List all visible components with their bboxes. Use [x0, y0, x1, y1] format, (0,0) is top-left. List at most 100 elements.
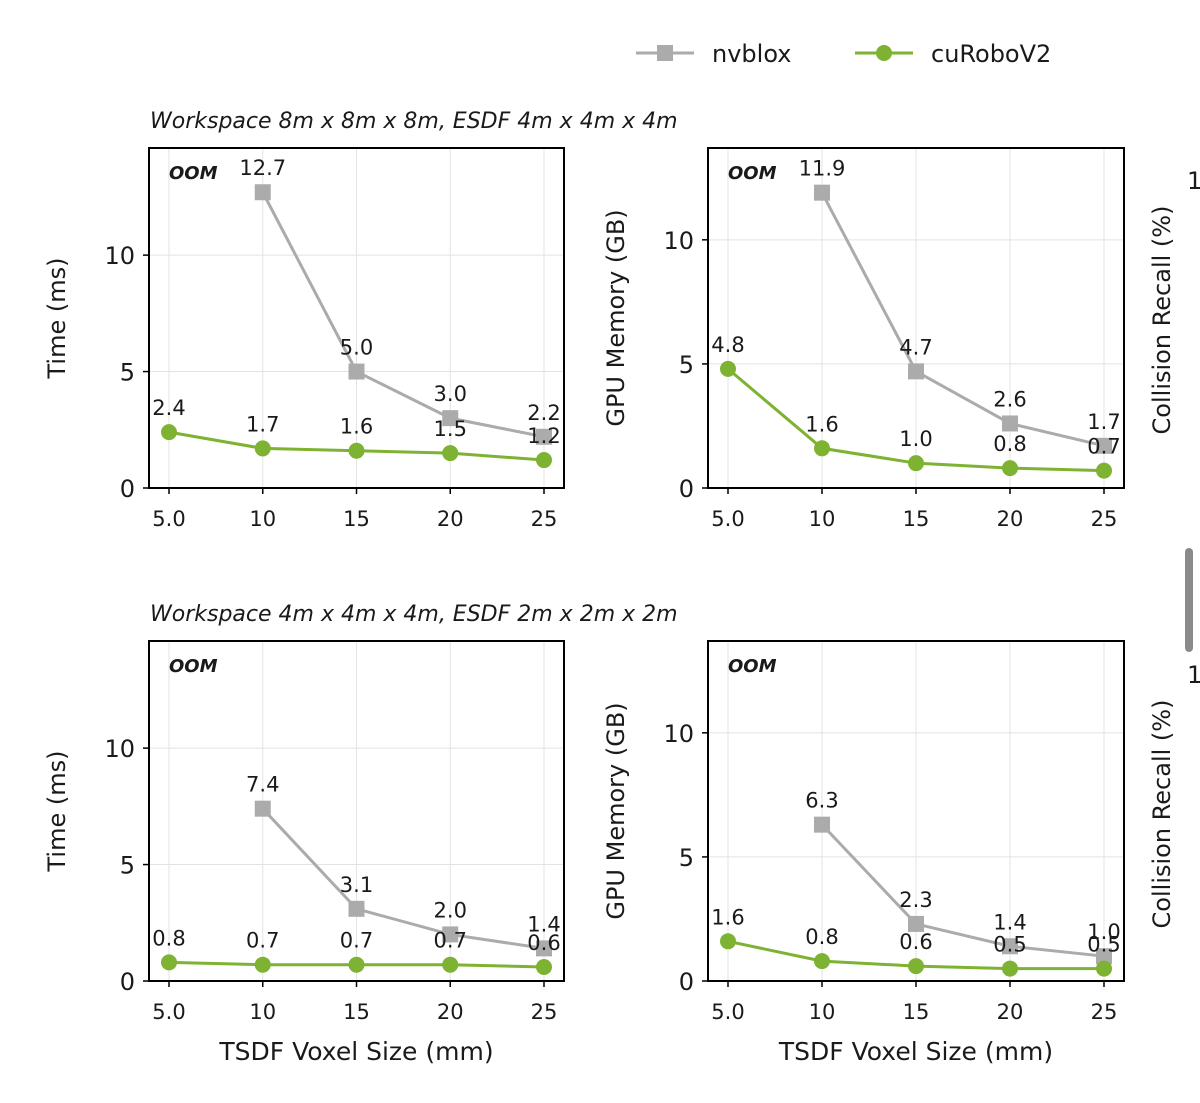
data-point-curobov2 — [1002, 960, 1018, 977]
data-point-nvblox — [908, 363, 924, 380]
data-label-curobov2: 0.7 — [246, 929, 279, 953]
y-axis-label: Time (ms) — [43, 258, 71, 380]
scrollbar-thumb[interactable] — [1185, 548, 1193, 652]
data-point-curobov2 — [1096, 960, 1112, 977]
data-label-nvblox: 3.1 — [340, 873, 373, 897]
x-tick-label: 5.0 — [152, 1000, 185, 1024]
collision-recall-label-top: Collision Recall (%) — [1148, 206, 1176, 435]
oom-annotation: OOM — [169, 163, 218, 184]
data-label-curobov2: 0.5 — [993, 933, 1026, 957]
data-point-curobov2 — [442, 445, 459, 462]
data-point-curobov2 — [1002, 460, 1018, 477]
data-point-nvblox — [908, 915, 924, 932]
data-point-curobov2 — [814, 953, 830, 970]
x-axis-label: TSDF Voxel Size (mm) — [778, 1037, 1053, 1066]
y-tick-label: 10 — [663, 720, 694, 748]
series-line-nvblox — [820, 823, 1105, 958]
legend-marker-circle-icon — [876, 45, 892, 61]
data-point-nvblox — [536, 940, 552, 957]
data-label-curobov2: 0.8 — [805, 925, 838, 949]
series-line-nvblox — [261, 191, 545, 439]
y-axis-label: Time (ms) — [43, 751, 71, 873]
x-tick-label: 10 — [809, 507, 836, 531]
data-point-curobov2 — [161, 954, 177, 971]
y-tick-label: 0 — [120, 475, 135, 503]
data-label-curobov2: 0.7 — [340, 929, 373, 953]
data-label-curobov2: 1.6 — [805, 412, 838, 436]
x-axis-label: TSDF Voxel Size (mm) — [218, 1037, 493, 1066]
x-tick-label: 25 — [1091, 1000, 1118, 1024]
data-label-nvblox: 12.7 — [239, 156, 286, 180]
data-point-curobov2 — [1096, 462, 1112, 479]
x-tick-label: 5.0 — [711, 1000, 744, 1024]
x-tick-label: 5.0 — [711, 507, 744, 531]
data-point-curobov2 — [720, 360, 736, 377]
y-tick-label: 0 — [120, 968, 135, 996]
collision-recall-tick-bottom: 1 — [1187, 661, 1200, 689]
data-point-curobov2 — [908, 958, 924, 975]
x-tick-label: 25 — [1091, 507, 1118, 531]
data-label-nvblox: 2.3 — [899, 888, 932, 912]
y-tick-label: 5 — [120, 852, 135, 880]
oom-annotation: OOM — [728, 656, 777, 677]
x-tick-label: 10 — [249, 507, 276, 531]
data-point-nvblox — [814, 816, 830, 833]
data-label-nvblox: 1.0 — [1087, 920, 1120, 944]
data-label-curobov2: 1.6 — [340, 415, 373, 439]
y-tick-label: 10 — [104, 735, 135, 763]
data-point-nvblox — [254, 800, 271, 817]
data-label-nvblox: 2.0 — [434, 898, 467, 922]
x-tick-label: 25 — [531, 1000, 558, 1024]
data-point-curobov2 — [348, 442, 365, 459]
y-tick-label: 0 — [679, 968, 694, 996]
data-label-curobov2: 0.7 — [1087, 435, 1120, 459]
y-axis-label: GPU Memory (GB) — [602, 702, 630, 919]
data-label-nvblox: 6.3 — [805, 789, 838, 813]
x-tick-label: 20 — [437, 1000, 464, 1024]
data-point-nvblox — [348, 900, 365, 917]
data-point-curobov2 — [254, 956, 271, 973]
chart-panels: 5.0 10 15 20 25 0 5 10 Time (ms) OOM 12.7 5.0 3.0 2.2… — [43, 147, 1125, 1066]
y-tick-label: 5 — [120, 359, 135, 387]
data-point-nvblox — [1096, 948, 1112, 965]
data-point-nvblox — [442, 926, 459, 943]
data-label-nvblox: 5.0 — [340, 336, 373, 360]
data-label-nvblox: 4.7 — [899, 335, 932, 359]
data-label-curobov2: 2.4 — [152, 396, 185, 420]
data-label-curobov2: 0.8 — [993, 432, 1026, 456]
series-line-nvblox — [261, 807, 545, 950]
x-tick-label: 20 — [997, 507, 1024, 531]
x-tick-label: 5.0 — [152, 507, 185, 531]
legend-item-nvblox: nvblox — [636, 40, 791, 68]
y-tick-label: 10 — [104, 242, 135, 270]
data-label-nvblox: 7.4 — [246, 773, 279, 797]
data-label-nvblox: 3.0 — [434, 382, 467, 406]
y-tick-label: 5 — [679, 351, 694, 379]
x-tick-label: 10 — [249, 1000, 276, 1024]
data-point-curobov2 — [536, 452, 552, 469]
oom-annotation: OOM — [169, 656, 218, 677]
data-label-curobov2: 1.2 — [527, 424, 560, 448]
data-label-curobov2: 1.5 — [434, 417, 467, 441]
data-point-curobov2 — [908, 455, 924, 472]
data-point-nvblox — [442, 410, 459, 427]
data-label-curobov2: 1.7 — [246, 412, 279, 436]
data-point-nvblox — [1002, 415, 1018, 432]
data-label-nvblox: 1.4 — [993, 910, 1026, 934]
data-label-curobov2: 0.5 — [1087, 933, 1120, 957]
collision-recall-tick-top: 1 — [1187, 167, 1200, 195]
collision-recall-label-bottom: Collision Recall (%) — [1148, 700, 1176, 929]
data-point-nvblox — [814, 184, 830, 201]
y-tick-label: 10 — [663, 227, 694, 255]
vertical-scrollbar[interactable] — [1183, 548, 1200, 652]
data-label-curobov2: 0.7 — [434, 929, 467, 953]
x-tick-label: 15 — [343, 1000, 370, 1024]
data-label-curobov2: 0.8 — [152, 926, 185, 950]
series-line-nvblox — [820, 191, 1105, 448]
data-label-curobov2: 4.8 — [711, 333, 744, 357]
x-tick-label: 20 — [997, 1000, 1024, 1024]
data-point-curobov2 — [442, 956, 459, 973]
chart-panel-3: 5.0 10 15 20 25 0 5 10 Time (ms) TSDF Voxel Size … — [43, 640, 565, 1066]
